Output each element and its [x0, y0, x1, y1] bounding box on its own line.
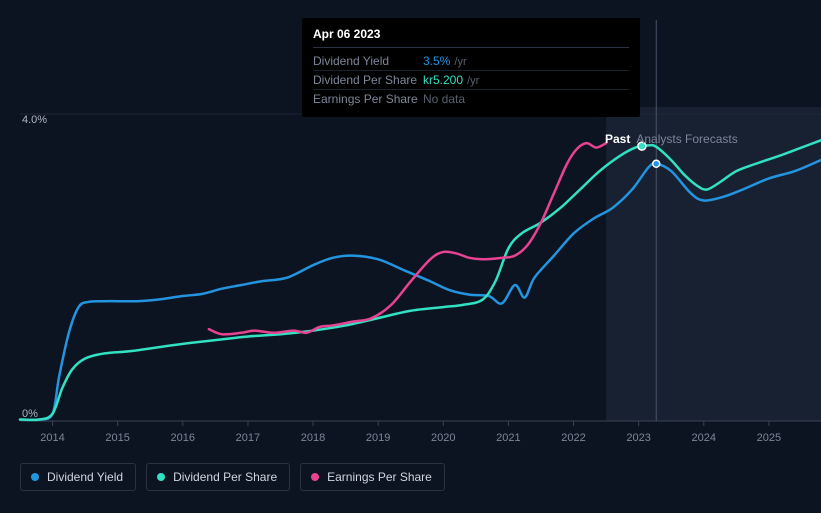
tooltip-row: Dividend Yield3.5% /yr	[313, 52, 629, 71]
x-axis-label: 2021	[496, 432, 520, 444]
x-axis-label: 2017	[236, 432, 260, 444]
legend-dot	[31, 473, 39, 481]
tooltip-row-value: 3.5% /yr	[423, 54, 629, 68]
tooltip-row-label: Dividend Yield	[313, 54, 423, 68]
x-axis-label: 2014	[40, 432, 64, 444]
tooltip-row-value: kr5.200 /yr	[423, 73, 629, 87]
x-axis-label: 2019	[366, 432, 390, 444]
x-axis-label: 2022	[561, 432, 585, 444]
y-axis-label: 0%	[22, 408, 38, 420]
y-axis-label: 4.0%	[22, 114, 47, 126]
forecast-label: Analysts Forecasts	[636, 132, 737, 146]
tooltip-date: Apr 06 2023	[313, 27, 629, 48]
legend-label: Earnings Per Share	[327, 470, 432, 484]
legend-dot	[311, 473, 319, 481]
legend-dot	[157, 473, 165, 481]
series-line	[209, 143, 606, 334]
legend-item[interactable]: Dividend Per Share	[146, 463, 290, 491]
x-axis-label: 2024	[692, 432, 716, 444]
legend-item[interactable]: Earnings Per Share	[300, 463, 445, 491]
tooltip-row: Dividend Per Sharekr5.200 /yr	[313, 71, 629, 90]
series-marker	[653, 160, 660, 167]
tooltip-row-label: Dividend Per Share	[313, 73, 423, 87]
legend: Dividend Yield Dividend Per Share Earnings…	[20, 463, 445, 491]
region-labels: Past Analysts Forecasts	[605, 132, 738, 146]
tooltip-row: Earnings Per ShareNo data	[313, 90, 629, 108]
tooltip-row-label: Earnings Per Share	[313, 92, 423, 106]
x-axis-label: 2015	[105, 432, 129, 444]
x-axis-label: 2018	[301, 432, 325, 444]
legend-item[interactable]: Dividend Yield	[20, 463, 136, 491]
tooltip-row-value: No data	[423, 92, 629, 106]
x-axis-label: 2023	[626, 432, 650, 444]
x-axis-label: 2020	[431, 432, 455, 444]
x-axis-label: 2016	[171, 432, 195, 444]
x-axis-label: 2025	[757, 432, 781, 444]
legend-label: Dividend Yield	[47, 470, 123, 484]
legend-label: Dividend Per Share	[173, 470, 277, 484]
past-label: Past	[605, 132, 630, 146]
chart-tooltip: Apr 06 2023 Dividend Yield3.5% /yrDivide…	[302, 18, 640, 117]
